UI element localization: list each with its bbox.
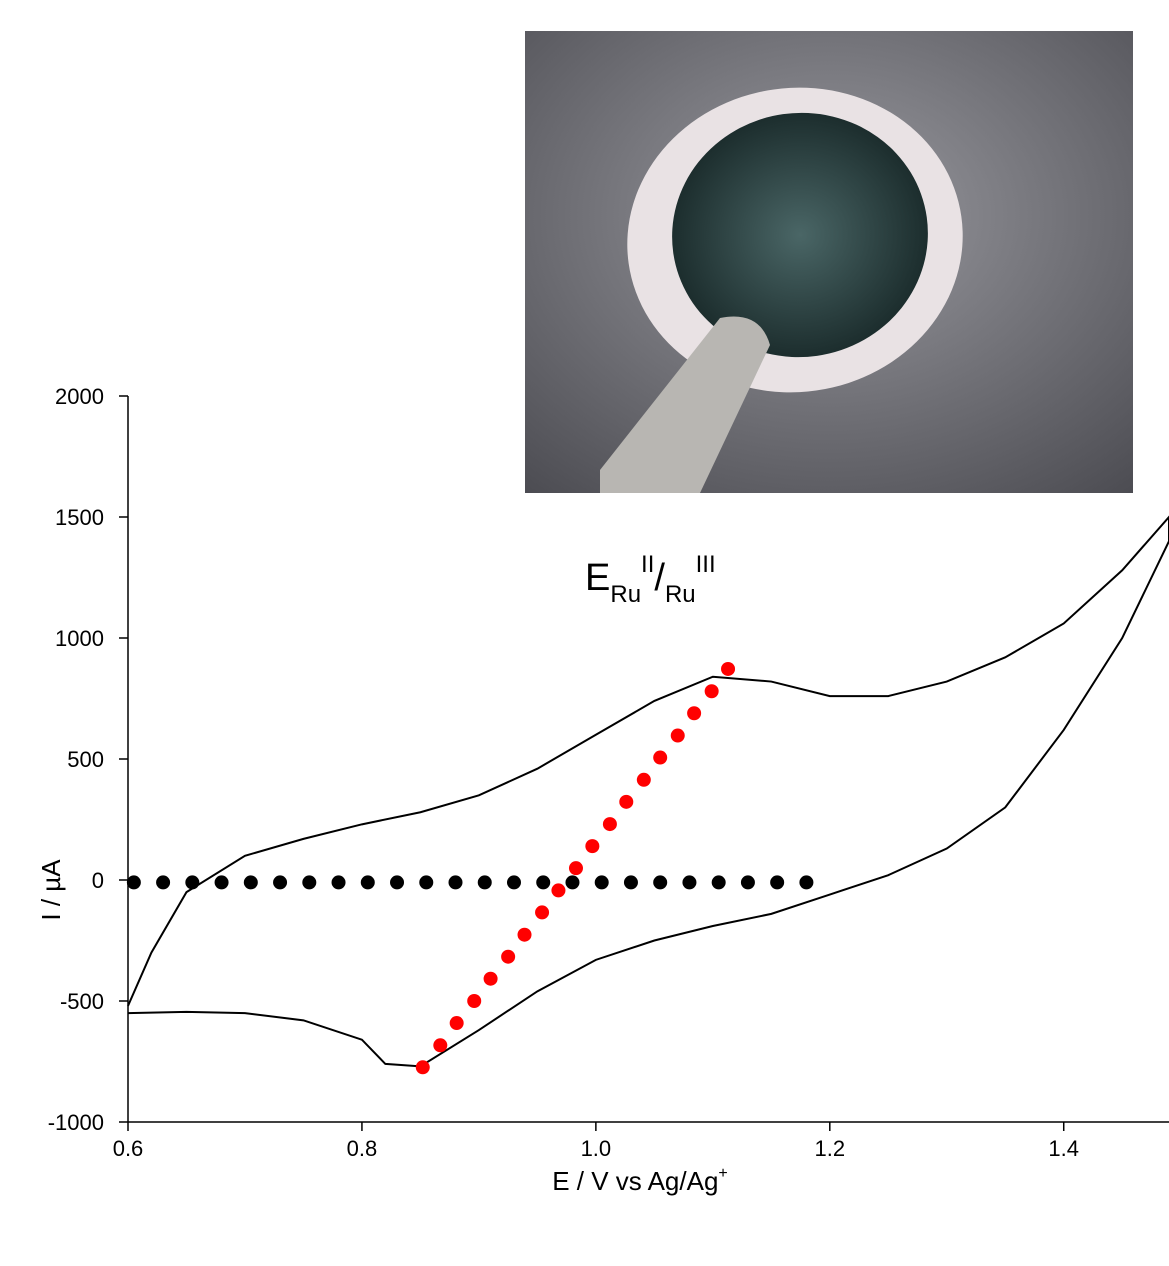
data-point <box>637 773 651 787</box>
x-tick-label: 1.2 <box>815 1136 846 1161</box>
x-tick-label: 0.6 <box>113 1136 144 1161</box>
y-tick-label: -1000 <box>48 1110 104 1135</box>
data-point <box>653 751 667 765</box>
data-point <box>484 972 498 986</box>
data-point <box>450 1016 464 1030</box>
y-tick-label: 500 <box>67 747 104 772</box>
annotation-part: / <box>654 557 665 599</box>
data-point <box>390 875 404 889</box>
x-tick-label: 0.8 <box>347 1136 378 1161</box>
data-point <box>770 875 784 889</box>
data-point <box>244 875 258 889</box>
data-point <box>799 875 813 889</box>
data-point <box>156 875 170 889</box>
data-point <box>603 817 617 831</box>
cv-curve <box>128 517 1169 1066</box>
annotation-part: E <box>585 557 610 599</box>
data-point <box>501 950 515 964</box>
annotation-part: Ru <box>665 581 696 608</box>
x-tick-label: 1.0 <box>581 1136 612 1161</box>
data-point <box>682 875 696 889</box>
y-tick-label: 2000 <box>55 384 104 409</box>
x-tick-label: 1.4 <box>1048 1136 1079 1161</box>
data-point <box>585 839 599 853</box>
data-point <box>185 875 199 889</box>
data-point <box>467 994 481 1008</box>
data-point <box>361 875 375 889</box>
data-point <box>273 875 287 889</box>
data-point <box>518 928 532 942</box>
data-point <box>565 875 579 889</box>
y-tick-label: 1500 <box>55 505 104 530</box>
annotation-part: II <box>641 551 654 578</box>
data-point <box>569 861 583 875</box>
data-point <box>705 684 719 698</box>
data-point <box>624 875 638 889</box>
data-point <box>712 875 726 889</box>
annotation-part: Ru <box>610 581 641 608</box>
page: ERuII/RuIII E / V vs Ag/Ag+ I / µA 20001… <box>0 0 1169 1266</box>
data-point <box>551 883 565 897</box>
data-point <box>215 875 229 889</box>
data-point <box>721 662 735 676</box>
data-point <box>535 905 549 919</box>
annotation-part: III <box>696 551 716 578</box>
y-axis-title: I / µA <box>36 859 66 921</box>
x-axis-title: E / V vs Ag/Ag+ <box>552 1165 728 1196</box>
data-point <box>671 729 685 743</box>
data-point <box>419 875 433 889</box>
data-point <box>741 875 755 889</box>
data-point <box>127 875 141 889</box>
annotation: ERuII/RuIII <box>585 551 716 608</box>
x-axis-title-part: + <box>718 1165 727 1182</box>
data-point <box>536 875 550 889</box>
y-tick-label: -500 <box>60 989 104 1014</box>
y-tick-label: 1000 <box>55 626 104 651</box>
data-point <box>619 795 633 809</box>
data-point <box>595 875 609 889</box>
data-point <box>478 875 492 889</box>
inset-photo <box>525 31 1133 493</box>
data-point <box>433 1038 447 1052</box>
data-point <box>302 875 316 889</box>
data-point <box>687 706 701 720</box>
x-axis-title-part: E / V vs Ag/Ag <box>552 1166 718 1196</box>
data-point <box>449 875 463 889</box>
data-point <box>653 875 667 889</box>
y-tick-label: 0 <box>92 868 104 893</box>
chart: ERuII/RuIII E / V vs Ag/Ag+ I / µA 20001… <box>0 0 1169 1266</box>
data-point <box>507 875 521 889</box>
data-point <box>416 1060 430 1074</box>
data-point <box>332 875 346 889</box>
